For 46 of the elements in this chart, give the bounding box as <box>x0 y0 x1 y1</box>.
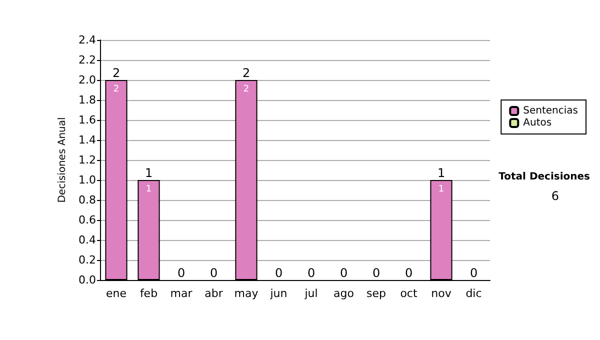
x-tick-label: jun <box>269 287 288 300</box>
y-tick-label: 1.6 <box>78 114 96 126</box>
y-tick-label: 0.8 <box>78 194 96 206</box>
x-tick-label: abr <box>204 287 224 300</box>
total-label: 0 <box>177 266 186 280</box>
total-label: 2 <box>112 66 120 80</box>
y-tick-label: 1.4 <box>78 134 96 146</box>
y-tick-label: 1.0 <box>78 174 96 186</box>
x-tick-label: oct <box>400 287 418 300</box>
y-tick-label: 0.2 <box>78 254 96 266</box>
total-label: 0 <box>340 266 348 280</box>
y-tick-label: 1.2 <box>78 154 96 166</box>
total-label: 0 <box>372 266 380 280</box>
y-tick-label: 0.0 <box>78 274 96 286</box>
y-tick-label: 0.6 <box>78 214 96 226</box>
total-label: 0 <box>274 266 283 280</box>
data-label: 2 <box>243 84 250 94</box>
data-label: 1 <box>438 184 444 194</box>
x-tick-label: sep <box>366 287 386 300</box>
text: 6 <box>551 189 560 203</box>
y-axis-title: Decisiones Anual <box>57 117 68 203</box>
x-tick-label: mar <box>170 287 193 300</box>
legend-label: Sentencias <box>523 106 578 116</box>
total-label: 2 <box>242 66 250 80</box>
y-tick-label: 1.8 <box>78 94 96 106</box>
x-tick-label: ago <box>334 287 354 300</box>
y-tick-label: 0.4 <box>78 234 96 246</box>
total-label: 1 <box>144 166 153 180</box>
total-label: 0 <box>404 266 413 280</box>
x-tick-label: jul <box>304 287 318 300</box>
total-label: 0 <box>210 266 218 280</box>
legend-label: Autos <box>523 118 552 128</box>
x-tick-label: dic <box>466 287 482 300</box>
total-label: 0 <box>307 266 316 280</box>
text: Total Decisiones <box>498 172 590 182</box>
total-label: 1 <box>437 166 446 180</box>
data-label: 2 <box>113 84 120 94</box>
total-label: 0 <box>470 266 478 280</box>
y-tick-label: 2.0 <box>78 74 96 86</box>
x-tick-label: nov <box>431 287 452 300</box>
x-tick-label: may <box>234 287 259 300</box>
x-tick-label: feb <box>140 287 158 300</box>
y-tick-label: 2.4 <box>78 34 96 46</box>
x-tick-label: ene <box>106 287 127 300</box>
data-label: 1 <box>146 184 152 194</box>
y-tick-label: 2.2 <box>78 54 96 66</box>
